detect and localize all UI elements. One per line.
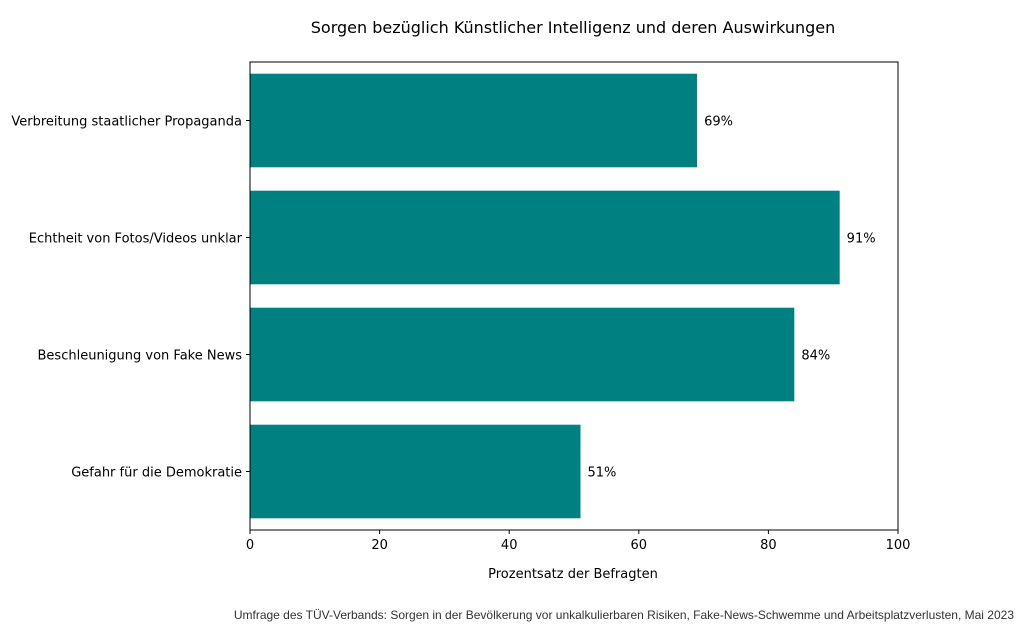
bar-value-label: 51% bbox=[587, 466, 616, 481]
bars-group bbox=[250, 73, 840, 519]
source-note: Umfrage des TÜV-Verbands: Sorgen in der … bbox=[234, 608, 1014, 622]
category-label: Gefahr für die Demokratie bbox=[71, 466, 242, 481]
x-tick-label: 80 bbox=[760, 538, 777, 553]
x-tick-label: 40 bbox=[501, 538, 518, 553]
x-axis-label: Prozentsatz der Befragten bbox=[488, 567, 658, 582]
category-label: Echtheit von Fotos/Videos unklar bbox=[29, 232, 243, 247]
chart-title: Sorgen bezüglich Künstlicher Intelligenz… bbox=[311, 18, 835, 37]
category-label: Verbreitung staatlicher Propaganda bbox=[11, 115, 242, 130]
x-axis-ticks-group: 0 20 40 60 80 100 bbox=[246, 530, 911, 553]
category-label: Beschleunigung von Fake News bbox=[38, 349, 243, 364]
bar bbox=[250, 190, 840, 285]
category-labels-group: Verbreitung staatlicher Propaganda Echthe… bbox=[11, 115, 250, 481]
bar-value-label: 84% bbox=[801, 349, 830, 364]
bar-value-label: 91% bbox=[847, 232, 876, 247]
bar bbox=[250, 73, 698, 168]
bar-value-label: 69% bbox=[704, 115, 733, 130]
data-labels-group: 69% 91% 84% 51% bbox=[587, 115, 875, 481]
x-tick-label: 0 bbox=[246, 538, 254, 553]
x-tick-label: 60 bbox=[631, 538, 648, 553]
plot-frame bbox=[249, 61, 899, 531]
x-tick-label: 20 bbox=[371, 538, 388, 553]
bar bbox=[250, 424, 581, 519]
bar bbox=[250, 307, 795, 402]
x-tick-label: 100 bbox=[886, 538, 911, 553]
